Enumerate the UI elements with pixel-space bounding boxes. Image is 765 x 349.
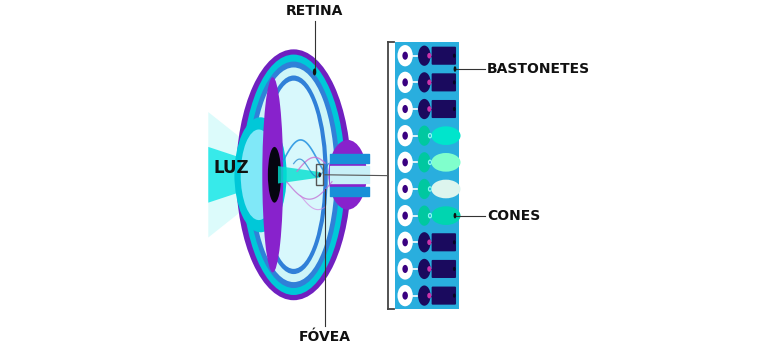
Ellipse shape (453, 267, 456, 271)
Ellipse shape (264, 81, 324, 269)
Text: BASTONETES: BASTONETES (487, 62, 590, 76)
Ellipse shape (453, 80, 456, 84)
Ellipse shape (402, 238, 408, 246)
Text: CONES: CONES (487, 209, 540, 223)
Ellipse shape (428, 213, 432, 218)
FancyBboxPatch shape (431, 260, 456, 278)
Ellipse shape (268, 147, 281, 203)
Ellipse shape (428, 186, 432, 192)
Ellipse shape (398, 98, 413, 120)
Ellipse shape (418, 179, 431, 199)
Ellipse shape (427, 266, 431, 272)
Ellipse shape (431, 126, 461, 145)
Polygon shape (208, 112, 268, 238)
FancyBboxPatch shape (431, 233, 456, 251)
Ellipse shape (398, 125, 413, 146)
FancyBboxPatch shape (431, 287, 456, 305)
Ellipse shape (402, 291, 408, 300)
Ellipse shape (431, 153, 461, 172)
Ellipse shape (453, 240, 456, 244)
Ellipse shape (402, 52, 408, 60)
Ellipse shape (427, 53, 431, 59)
Ellipse shape (427, 106, 431, 112)
Ellipse shape (398, 232, 413, 253)
Ellipse shape (418, 99, 431, 119)
Ellipse shape (328, 140, 367, 210)
Ellipse shape (418, 259, 431, 279)
Ellipse shape (398, 285, 413, 306)
Ellipse shape (402, 158, 408, 166)
Text: LUZ: LUZ (213, 159, 249, 177)
Ellipse shape (398, 45, 413, 66)
Ellipse shape (427, 80, 431, 85)
FancyBboxPatch shape (431, 100, 456, 118)
Ellipse shape (398, 152, 413, 173)
Ellipse shape (418, 126, 431, 146)
Polygon shape (278, 166, 320, 184)
Ellipse shape (402, 78, 408, 87)
Ellipse shape (398, 205, 413, 226)
Polygon shape (208, 147, 269, 203)
Ellipse shape (454, 213, 457, 218)
Ellipse shape (313, 68, 316, 75)
Ellipse shape (252, 67, 335, 282)
Ellipse shape (427, 239, 431, 245)
Ellipse shape (242, 54, 345, 295)
Ellipse shape (402, 105, 408, 113)
Ellipse shape (241, 129, 277, 220)
Ellipse shape (431, 180, 461, 198)
Ellipse shape (398, 178, 413, 200)
Ellipse shape (259, 75, 327, 274)
Ellipse shape (453, 54, 456, 58)
Ellipse shape (453, 107, 456, 111)
Ellipse shape (402, 265, 408, 273)
Ellipse shape (427, 293, 431, 298)
Ellipse shape (402, 132, 408, 140)
Ellipse shape (429, 134, 431, 137)
Ellipse shape (418, 232, 431, 252)
Ellipse shape (418, 72, 431, 92)
Ellipse shape (418, 206, 431, 226)
Ellipse shape (428, 133, 432, 139)
Ellipse shape (398, 258, 413, 280)
Ellipse shape (262, 77, 283, 272)
Ellipse shape (428, 159, 432, 165)
Ellipse shape (429, 214, 431, 217)
Ellipse shape (418, 46, 431, 66)
Ellipse shape (418, 285, 431, 306)
Ellipse shape (402, 211, 408, 220)
Ellipse shape (398, 72, 413, 93)
Ellipse shape (431, 206, 461, 225)
Ellipse shape (429, 161, 431, 164)
Ellipse shape (248, 61, 340, 288)
Bar (316, 164, 324, 185)
FancyBboxPatch shape (431, 73, 456, 91)
Ellipse shape (453, 294, 456, 298)
Ellipse shape (429, 187, 431, 190)
Ellipse shape (234, 117, 287, 232)
Ellipse shape (418, 152, 431, 172)
Text: FÓVEA: FÓVEA (299, 330, 351, 344)
Bar (395, 42, 459, 309)
Text: RETINA: RETINA (286, 4, 343, 18)
Ellipse shape (236, 49, 351, 300)
Ellipse shape (454, 66, 457, 72)
Ellipse shape (402, 185, 408, 193)
Ellipse shape (318, 172, 321, 177)
FancyBboxPatch shape (431, 47, 456, 65)
